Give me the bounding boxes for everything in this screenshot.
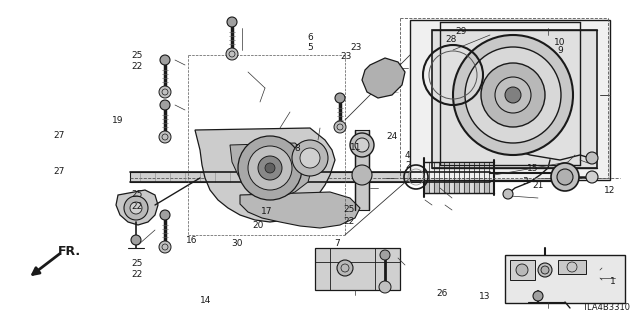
- Circle shape: [248, 146, 292, 190]
- Circle shape: [131, 235, 141, 245]
- Circle shape: [505, 87, 521, 103]
- Circle shape: [481, 63, 545, 127]
- Polygon shape: [116, 190, 158, 225]
- Text: 22: 22: [344, 217, 355, 226]
- Circle shape: [551, 163, 579, 191]
- Circle shape: [453, 35, 573, 155]
- Text: 8: 8: [294, 144, 300, 153]
- Text: 17: 17: [260, 207, 272, 216]
- Circle shape: [160, 55, 170, 65]
- Text: 2: 2: [405, 161, 410, 170]
- Circle shape: [124, 196, 148, 220]
- Polygon shape: [240, 192, 360, 228]
- Bar: [490, 173, 570, 181]
- Circle shape: [159, 241, 171, 253]
- Circle shape: [292, 140, 328, 176]
- Circle shape: [160, 100, 170, 110]
- Text: 19: 19: [112, 116, 124, 125]
- Bar: [432, 30, 597, 168]
- Circle shape: [238, 136, 302, 200]
- Text: 23: 23: [340, 52, 351, 61]
- Circle shape: [533, 291, 543, 301]
- Circle shape: [160, 210, 170, 220]
- Text: TLA4B3310: TLA4B3310: [582, 303, 630, 312]
- Text: 27: 27: [53, 131, 65, 140]
- Circle shape: [334, 121, 346, 133]
- Text: 15: 15: [527, 164, 539, 173]
- Bar: [505, 255, 625, 303]
- Text: 22: 22: [131, 202, 143, 211]
- Text: 5: 5: [307, 43, 312, 52]
- Text: 6: 6: [307, 33, 312, 42]
- Text: 11: 11: [350, 143, 362, 152]
- Circle shape: [159, 131, 171, 143]
- Circle shape: [335, 93, 345, 103]
- Circle shape: [226, 48, 238, 60]
- Text: 25: 25: [131, 259, 143, 268]
- Circle shape: [352, 165, 372, 185]
- Text: 20: 20: [252, 221, 264, 230]
- Circle shape: [300, 148, 320, 168]
- Text: 16: 16: [186, 236, 198, 245]
- Text: 23: 23: [351, 43, 362, 52]
- Circle shape: [379, 281, 391, 293]
- Text: 29: 29: [455, 27, 467, 36]
- Text: 13: 13: [479, 292, 491, 301]
- Text: 26: 26: [436, 289, 447, 298]
- Text: 1: 1: [611, 277, 616, 286]
- Text: 28: 28: [445, 35, 457, 44]
- Text: 22: 22: [131, 270, 143, 279]
- Text: 21: 21: [532, 181, 543, 190]
- Bar: [558, 260, 586, 274]
- Bar: [510, 260, 535, 280]
- Text: 14: 14: [200, 296, 212, 305]
- Text: 25: 25: [131, 51, 143, 60]
- Circle shape: [495, 77, 531, 113]
- Text: 25: 25: [131, 190, 143, 199]
- Text: 9: 9: [557, 46, 563, 55]
- Circle shape: [538, 263, 552, 277]
- Text: 4: 4: [405, 151, 410, 160]
- Circle shape: [227, 17, 237, 27]
- Circle shape: [586, 152, 598, 164]
- Circle shape: [350, 133, 374, 157]
- Circle shape: [159, 86, 171, 98]
- Text: 22: 22: [131, 62, 143, 71]
- Circle shape: [503, 189, 513, 199]
- Text: FR.: FR.: [58, 245, 81, 258]
- Circle shape: [516, 264, 528, 276]
- Circle shape: [380, 250, 390, 260]
- Circle shape: [337, 260, 353, 276]
- Bar: [130, 172, 490, 182]
- Text: 24: 24: [387, 132, 398, 141]
- Circle shape: [541, 266, 549, 274]
- Text: 3: 3: [522, 177, 527, 186]
- Text: 10: 10: [554, 38, 566, 47]
- Polygon shape: [362, 58, 405, 98]
- Circle shape: [557, 169, 573, 185]
- Text: 12: 12: [604, 186, 615, 195]
- Text: 7: 7: [335, 239, 340, 248]
- Bar: [315, 248, 400, 290]
- Circle shape: [355, 138, 369, 152]
- Bar: [355, 130, 369, 210]
- Circle shape: [586, 171, 598, 183]
- Polygon shape: [195, 128, 335, 222]
- Text: 27: 27: [53, 167, 65, 176]
- Circle shape: [465, 47, 561, 143]
- Circle shape: [258, 156, 282, 180]
- Text: 25: 25: [344, 205, 355, 214]
- Bar: [410, 20, 610, 180]
- Circle shape: [130, 202, 142, 214]
- Text: 30: 30: [231, 239, 243, 248]
- Circle shape: [265, 163, 275, 173]
- Polygon shape: [230, 143, 312, 198]
